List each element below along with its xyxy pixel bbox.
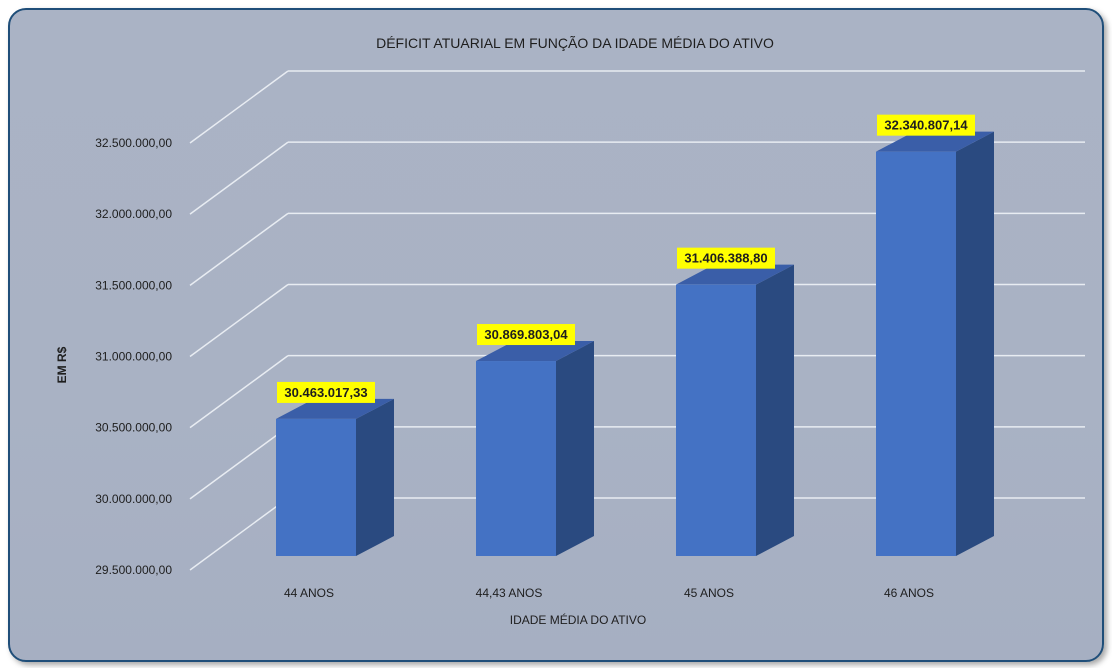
data-label: 32.340.807,14	[884, 118, 968, 133]
bar-side	[756, 264, 794, 556]
data-label-bg	[677, 247, 775, 269]
data-label: 30.869.803,04	[484, 327, 568, 342]
data-label-bg	[277, 381, 375, 403]
bar-side	[556, 341, 594, 556]
bars	[276, 131, 994, 556]
data-label: 31.406.388,80	[684, 251, 767, 266]
data-label-bg	[877, 114, 975, 136]
data-label-bg	[477, 324, 575, 346]
data-label: 30.463.017,33	[284, 385, 367, 400]
y-tick-label: 32.500.000,00	[95, 136, 172, 150]
data-labels: 30.463.017,33 30.869.803,04 31.406.388,80 3…	[277, 114, 975, 403]
bar-top	[276, 398, 394, 419]
y-axis-label: EM R$	[55, 346, 69, 383]
gridline-diagonal	[189, 426, 289, 500]
bar-side	[356, 398, 394, 556]
gridline-diagonal	[189, 355, 289, 429]
bar-side	[956, 131, 994, 556]
x-tick-label: 45 ANOS	[684, 586, 734, 600]
chart-title: DÉFICIT ATUARIAL EM FUNÇÃO DA IDADE MÉDI…	[376, 35, 774, 51]
bar	[676, 284, 756, 556]
x-tick-label: 44 ANOS	[284, 586, 334, 600]
gridline-diagonal	[189, 283, 289, 358]
bar	[876, 151, 956, 556]
bar-top	[676, 264, 794, 285]
y-tick-label: 30.000.000,00	[95, 492, 172, 506]
y-tick-label: 32.000.000,00	[95, 207, 172, 221]
bar	[276, 418, 356, 556]
x-tick-label: 44,43 ANOS	[476, 586, 543, 600]
bar-top	[476, 341, 594, 362]
gridline-diagonal	[189, 70, 289, 144]
x-tick-labels: 44 ANOS 44,43 ANOS 45 ANOS 46 ANOS	[284, 586, 934, 600]
y-tick-label: 31.500.000,00	[95, 278, 172, 292]
bar	[476, 361, 556, 556]
gridline-diagonal	[189, 212, 289, 286]
y-tick-label: 31.000.000,00	[95, 350, 172, 364]
y-tick-label: 29.500.000,00	[95, 563, 172, 577]
x-axis-label: IDADE MÉDIA DO ATIVO	[510, 612, 646, 627]
gridline-diagonal	[189, 141, 289, 215]
y-tick-label: 30.500.000,00	[95, 421, 172, 435]
y-tick-labels: 29.500.000,00 30.000.000,00 30.500.000,00 3…	[95, 136, 172, 577]
bar-top	[876, 131, 994, 152]
x-tick-label: 46 ANOS	[884, 586, 934, 600]
gridline-diagonal	[189, 497, 289, 571]
